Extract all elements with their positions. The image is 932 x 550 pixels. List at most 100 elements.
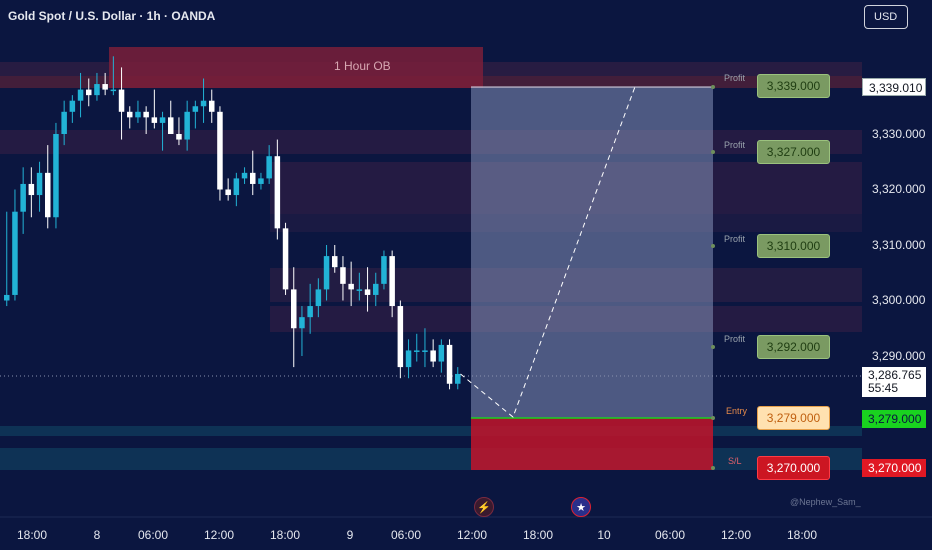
candle-body <box>184 111 190 140</box>
time-tick: 9 <box>346 528 354 542</box>
time-tick: 18:00 <box>786 528 818 542</box>
candle-body <box>192 106 199 112</box>
profit-target-2[interactable]: 3,327.000 <box>757 140 830 164</box>
price-tick: 3,290.000 <box>872 349 926 363</box>
entry-label: Entry <box>726 406 748 416</box>
profit-label: Profit <box>724 334 746 344</box>
stop-price-tag: 3,270.000 <box>862 459 926 477</box>
profit-label: Profit <box>724 140 746 150</box>
candle-body <box>102 84 108 90</box>
candle-body <box>200 100 207 107</box>
lightning-icon[interactable]: ⚡ <box>474 497 494 517</box>
candle-body <box>446 344 453 384</box>
candle-body <box>348 283 354 290</box>
candle-body <box>69 100 76 112</box>
candle-body <box>315 289 322 307</box>
price-tick: 3,330.000 <box>872 127 926 141</box>
candle-body <box>176 134 182 140</box>
candle-body <box>282 228 289 290</box>
projection-path <box>460 83 637 418</box>
stop-loss-target[interactable]: 3,270.000 <box>757 456 830 480</box>
order-block-zone <box>109 47 483 88</box>
candle-body <box>225 189 231 196</box>
candle-body <box>4 294 10 301</box>
candle-body <box>20 183 26 212</box>
time-tick: 18:00 <box>269 528 301 542</box>
time-tick: 06:00 <box>390 528 422 542</box>
price-tick: 3,300.000 <box>872 293 926 307</box>
candle-body <box>135 111 141 118</box>
target-marker <box>711 85 715 89</box>
entry-price-tag: 3,279.000 <box>862 410 926 428</box>
candle-body <box>258 178 264 184</box>
candle-body <box>291 289 297 329</box>
price-tick: 3,320.000 <box>872 182 926 196</box>
candle-body <box>397 306 404 368</box>
profit-target-3[interactable]: 3,310.000 <box>757 234 830 258</box>
candle-body <box>405 350 412 368</box>
candle-body <box>143 111 149 118</box>
time-tick: 8 <box>93 528 101 542</box>
candle-body <box>389 256 395 307</box>
target-marker <box>711 466 715 470</box>
time-tick: 06:00 <box>654 528 686 542</box>
target-area <box>471 87 713 418</box>
candle-body <box>168 117 174 134</box>
candle-body <box>266 156 272 179</box>
target-marker <box>711 150 715 154</box>
top-price-tag: 3,339.010 <box>862 78 926 96</box>
candle-body <box>45 172 51 218</box>
time-tick: 12:00 <box>203 528 235 542</box>
currency-button[interactable]: USD <box>864 5 908 29</box>
candle-body <box>381 256 387 284</box>
target-marker <box>711 244 715 248</box>
profit-label: Profit <box>724 73 746 83</box>
candle-body <box>53 134 59 218</box>
us-flag-icon[interactable]: ★ <box>571 497 591 517</box>
candle-body <box>110 89 117 92</box>
current-price: 3,286.765 <box>868 368 922 382</box>
candle-body <box>209 100 215 112</box>
candle-body <box>455 373 461 384</box>
candle-body <box>28 183 35 196</box>
candle-body <box>159 117 166 123</box>
candle-body <box>438 344 445 362</box>
candle-body <box>118 89 125 112</box>
candle-body <box>94 84 100 96</box>
candle-body <box>151 117 158 123</box>
target-marker <box>711 416 715 420</box>
symbol-title: Gold Spot / U.S. Dollar · 1h · OANDA <box>8 9 216 23</box>
time-tick: 12:00 <box>456 528 488 542</box>
candle-body <box>340 267 346 284</box>
time-tick: 06:00 <box>137 528 169 542</box>
candle-body <box>430 350 436 362</box>
order-block-label: 1 Hour OB <box>334 59 391 73</box>
current-price-tag: 3,286.765 55:45 <box>862 367 926 397</box>
bar-countdown: 55:45 <box>868 381 899 395</box>
candle-body <box>12 211 18 295</box>
entry-target[interactable]: 3,279.000 <box>757 406 830 430</box>
candle-body <box>332 256 338 268</box>
candle-body <box>356 289 363 291</box>
profit-target-1[interactable]: 3,339.000 <box>757 74 830 98</box>
candle-body <box>364 289 371 295</box>
candle-body <box>373 283 379 295</box>
candle-body <box>36 172 43 196</box>
stop-loss-label: S/L <box>728 456 742 466</box>
profit-target-4[interactable]: 3,292.000 <box>757 335 830 359</box>
time-tick: 10 <box>597 528 611 542</box>
candle-body <box>86 89 92 96</box>
candle-body <box>307 306 313 318</box>
time-tick: 18:00 <box>522 528 554 542</box>
candle-body <box>127 111 133 118</box>
author-watermark: @Nephew_Sam_ <box>790 497 861 507</box>
demand-zone <box>0 426 862 436</box>
supply-zone <box>0 130 862 154</box>
price-tick: 3,310.000 <box>872 238 926 252</box>
candle-body <box>422 350 428 352</box>
candle-body <box>250 172 256 184</box>
time-tick: 12:00 <box>720 528 752 542</box>
candle-body <box>414 350 420 352</box>
